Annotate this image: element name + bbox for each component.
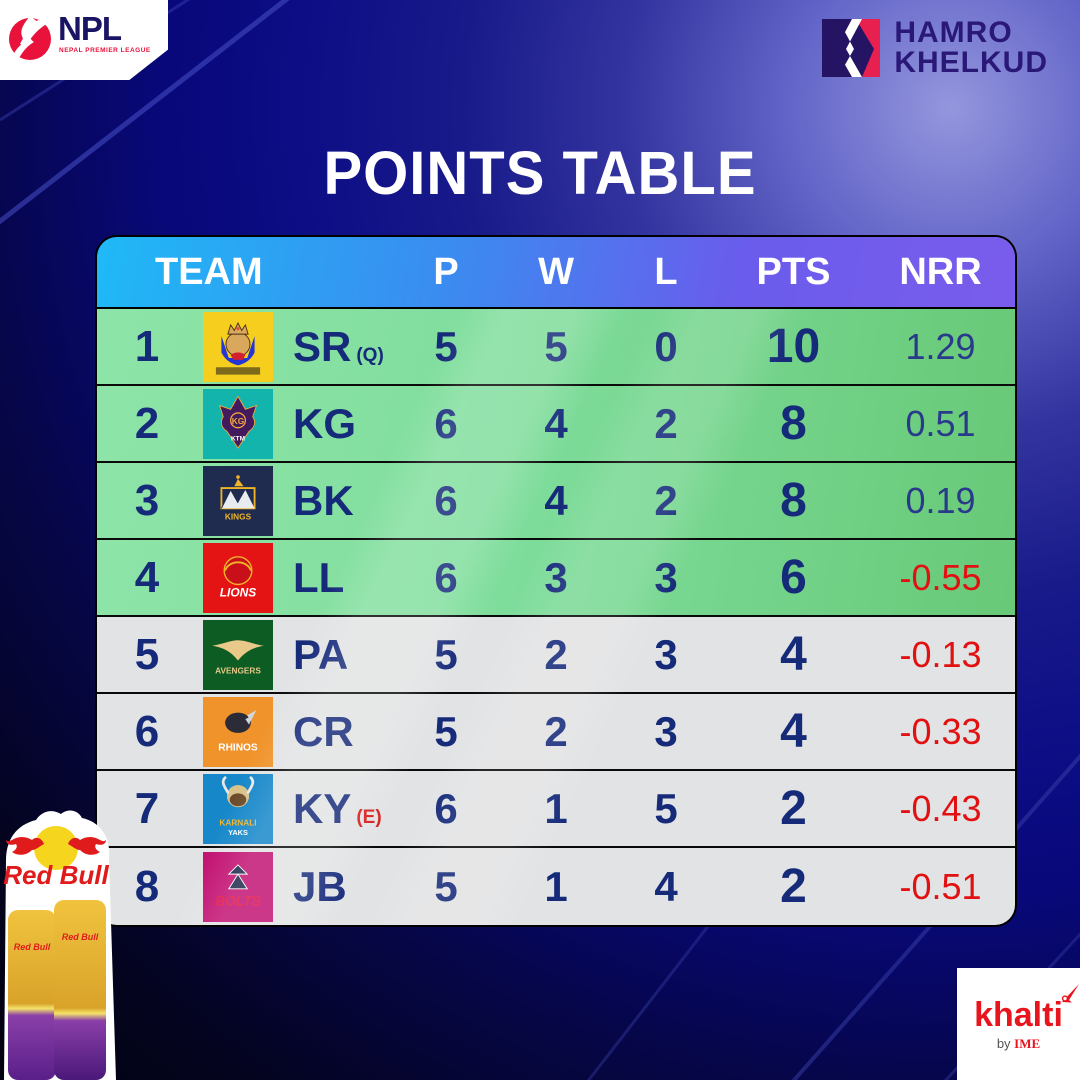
svg-text:RHINOS: RHINOS bbox=[218, 742, 258, 753]
svg-text:Red Bull: Red Bull bbox=[14, 942, 51, 952]
svg-text:KINGS: KINGS bbox=[225, 512, 252, 521]
svg-text:BOLTS: BOLTS bbox=[215, 892, 262, 908]
svg-text:Red Bull: Red Bull bbox=[3, 860, 109, 890]
svg-text:AVENGERS: AVENGERS bbox=[215, 666, 261, 675]
svg-text:KARNALI: KARNALI bbox=[219, 818, 256, 827]
svg-text:LIONS: LIONS bbox=[220, 585, 257, 599]
svg-text:KTM: KTM bbox=[231, 435, 245, 442]
svg-text:KG: KG bbox=[232, 417, 244, 426]
svg-text:Red Bull: Red Bull bbox=[62, 932, 99, 942]
svg-text:YAKS: YAKS bbox=[228, 827, 248, 836]
